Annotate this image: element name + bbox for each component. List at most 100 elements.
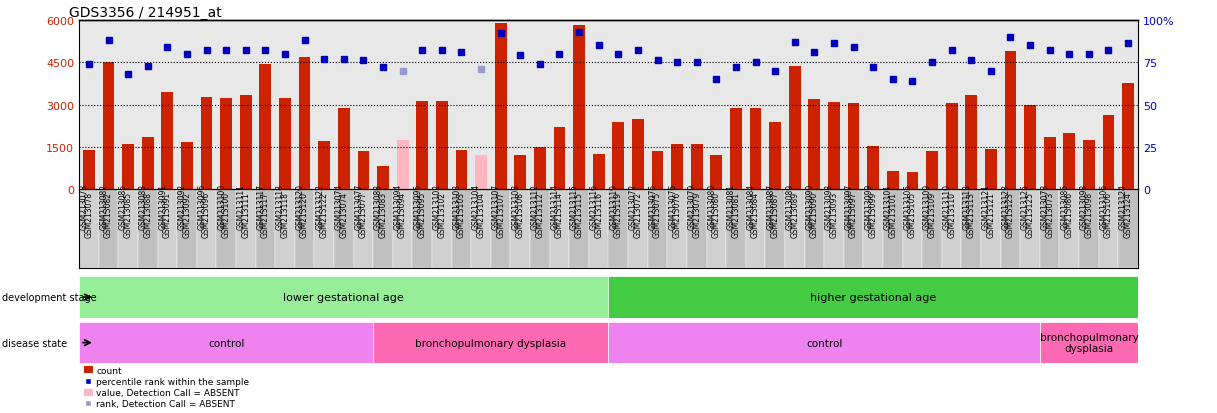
Text: GSM213100: GSM213100: [221, 192, 231, 237]
Bar: [789, 67, 801, 190]
Text: GSM213110: GSM213110: [947, 192, 957, 237]
Bar: [828, 102, 840, 190]
Bar: [1103, 116, 1115, 190]
Bar: [432, 190, 452, 268]
Bar: [985, 150, 997, 190]
Text: higher gestational age: higher gestational age: [811, 292, 936, 302]
Bar: [397, 140, 409, 190]
Bar: [510, 190, 531, 268]
Bar: [201, 97, 213, 190]
Bar: [79, 322, 374, 363]
Text: bronchopulmonary dysplasia: bronchopulmonary dysplasia: [415, 338, 566, 348]
Text: GSM213097: GSM213097: [849, 192, 858, 238]
Bar: [769, 122, 781, 190]
Text: GSM213119: GSM213119: [613, 192, 623, 237]
Bar: [730, 109, 742, 190]
Text: lower gestational age: lower gestational age: [284, 292, 404, 302]
Bar: [1064, 134, 1075, 190]
Text: GSM213092: GSM213092: [183, 192, 191, 237]
Bar: [608, 322, 1039, 363]
Text: GSM213103: GSM213103: [456, 192, 466, 237]
Bar: [279, 99, 291, 190]
Bar: [319, 141, 330, 190]
Bar: [1039, 190, 1060, 268]
Bar: [1118, 190, 1138, 268]
Bar: [1044, 138, 1055, 190]
Bar: [863, 190, 884, 268]
Text: GSM213112: GSM213112: [535, 192, 544, 237]
Bar: [884, 190, 903, 268]
Bar: [628, 190, 647, 268]
Text: GSM213086: GSM213086: [1065, 192, 1073, 237]
Text: GSM213094: GSM213094: [398, 192, 408, 238]
Bar: [531, 190, 550, 268]
Bar: [1039, 322, 1138, 363]
Bar: [236, 190, 256, 268]
Bar: [746, 190, 765, 268]
Bar: [903, 190, 922, 268]
Text: control: control: [806, 338, 842, 348]
Text: GSM213076: GSM213076: [673, 192, 682, 238]
Text: GSM213115: GSM213115: [574, 192, 584, 237]
Text: GSM213123: GSM213123: [1006, 192, 1015, 237]
Bar: [515, 156, 526, 190]
Bar: [490, 190, 510, 268]
Bar: [554, 128, 566, 190]
Bar: [632, 119, 644, 190]
Bar: [298, 58, 310, 190]
Bar: [138, 190, 157, 268]
Text: GSM213074: GSM213074: [340, 192, 348, 238]
Bar: [1020, 190, 1039, 268]
Bar: [686, 190, 707, 268]
Text: GSM213125: GSM213125: [1026, 192, 1034, 237]
Bar: [220, 99, 232, 190]
Bar: [550, 190, 570, 268]
Bar: [178, 190, 197, 268]
Text: development stage: development stage: [2, 292, 97, 302]
Bar: [102, 63, 114, 190]
Bar: [765, 190, 785, 268]
Text: GSM213084: GSM213084: [751, 192, 761, 237]
Text: GSM213081: GSM213081: [731, 192, 740, 237]
Bar: [256, 190, 275, 268]
Text: GSM213095: GSM213095: [417, 192, 427, 238]
Bar: [374, 322, 608, 363]
Text: GSM213120: GSM213120: [301, 192, 309, 237]
Bar: [868, 147, 879, 190]
Bar: [651, 152, 663, 190]
Bar: [162, 93, 173, 190]
Bar: [452, 190, 471, 268]
Bar: [358, 152, 369, 190]
Bar: [707, 190, 727, 268]
Bar: [436, 102, 448, 190]
Text: GSM213089: GSM213089: [790, 192, 800, 237]
Text: GSM213096: GSM213096: [202, 192, 211, 238]
Bar: [181, 142, 192, 190]
Text: GSM213072: GSM213072: [633, 192, 643, 237]
Bar: [534, 148, 545, 190]
Text: GSM213079: GSM213079: [692, 192, 701, 238]
Text: GSM213098: GSM213098: [1084, 192, 1093, 237]
Bar: [79, 277, 608, 318]
Bar: [99, 190, 118, 268]
Bar: [589, 190, 608, 268]
Bar: [804, 190, 824, 268]
Text: GSM213109: GSM213109: [927, 192, 937, 237]
Text: GSM213077: GSM213077: [359, 192, 368, 238]
Bar: [785, 190, 804, 268]
Bar: [647, 190, 667, 268]
Bar: [672, 145, 683, 190]
Text: GSM213090: GSM213090: [809, 192, 819, 238]
Text: GSM213117: GSM213117: [260, 192, 270, 237]
Text: GSM213083: GSM213083: [378, 192, 387, 237]
Bar: [946, 104, 958, 190]
Bar: [727, 190, 746, 268]
Text: GSM213104: GSM213104: [477, 192, 486, 237]
Bar: [157, 190, 178, 268]
Bar: [455, 151, 467, 190]
Bar: [981, 190, 1000, 268]
Bar: [1000, 190, 1020, 268]
Bar: [593, 155, 605, 190]
Bar: [926, 151, 938, 190]
Bar: [1025, 105, 1036, 190]
